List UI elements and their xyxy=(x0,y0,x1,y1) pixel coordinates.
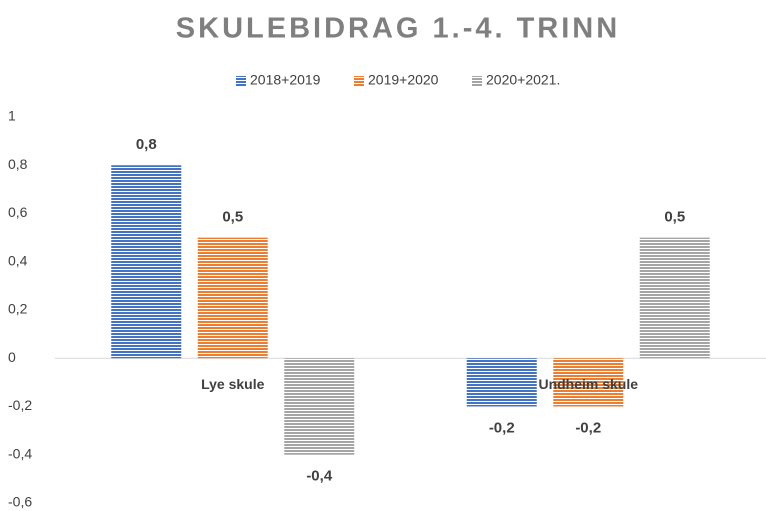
bar xyxy=(639,237,710,359)
y-tick-label: 0 xyxy=(8,349,16,365)
legend-swatch xyxy=(236,76,246,86)
x-tick-label: Undheim skule xyxy=(538,376,638,392)
value-label: 0,8 xyxy=(136,136,157,153)
bar xyxy=(197,237,268,359)
legend-swatch xyxy=(472,76,482,86)
x-tick-label: Lye skule xyxy=(201,376,265,392)
bar xyxy=(553,358,624,407)
legend-label: 2018+2019 xyxy=(250,72,321,88)
y-tick-label: -0,6 xyxy=(8,494,32,510)
legend-label: 2019+2020 xyxy=(368,72,439,88)
chart-title: SKULEBIDRAG 1.-4. TRINN xyxy=(176,13,620,45)
value-label: -0,4 xyxy=(306,468,333,485)
legend-label: 2020+2021. xyxy=(486,72,560,88)
value-label: -0,2 xyxy=(489,419,515,436)
value-label: -0,2 xyxy=(575,419,601,436)
bar xyxy=(284,358,355,455)
bar xyxy=(111,165,182,359)
y-tick-label: 0,2 xyxy=(8,301,28,317)
y-tick-label: 1 xyxy=(8,108,16,124)
bar xyxy=(466,358,537,407)
y-tick-label: -0,2 xyxy=(8,397,32,413)
value-label: 0,5 xyxy=(664,209,685,226)
value-label: 0,5 xyxy=(222,209,243,226)
y-tick-label: 0,6 xyxy=(8,204,28,220)
legend-swatch xyxy=(354,76,364,86)
y-tick-label: 0,8 xyxy=(8,156,28,172)
y-tick-label: -0,4 xyxy=(8,445,32,461)
y-tick-label: 0,4 xyxy=(8,252,28,268)
